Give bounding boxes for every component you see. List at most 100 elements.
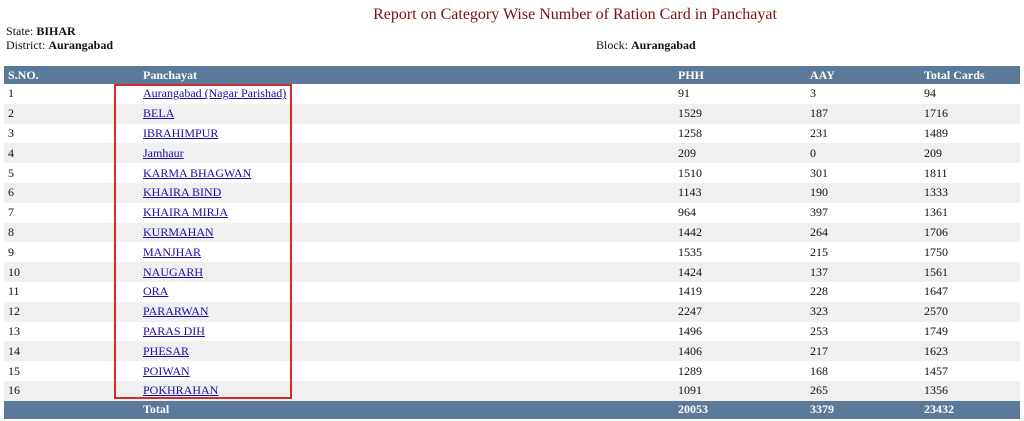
- row-sno: 8: [4, 222, 139, 243]
- row-panchayat-cell: MANJHAR: [139, 242, 674, 262]
- row-total-cards: 209: [920, 143, 1020, 164]
- row-aay: 0: [806, 143, 920, 164]
- row-phh: 209: [674, 143, 806, 164]
- district-label: District:: [6, 38, 46, 52]
- table-row: 4 Jamhaur 209 0 209: [4, 143, 1020, 164]
- row-total-cards: 1811: [924, 165, 948, 180]
- row-total-cards: 1333: [920, 182, 1020, 203]
- row-total-cards: 2570: [920, 301, 1020, 322]
- panchayat-link[interactable]: KURMAHAN: [143, 224, 214, 239]
- state-info: State: BIHAR: [6, 24, 76, 39]
- table-row: 15 POIWAN 1289 168 1457: [4, 361, 1020, 381]
- panchayat-link[interactable]: POIWAN: [143, 363, 190, 378]
- panchayat-link[interactable]: KHAIRA MIRJA: [143, 205, 229, 220]
- row-sno: 10: [4, 262, 139, 282]
- panchayat-link[interactable]: MANJHAR: [143, 244, 202, 259]
- header-total-cards: Total Cards: [920, 66, 1020, 84]
- row-panchayat-cell: PARAS DIH: [139, 322, 674, 342]
- row-panchayat-cell: KURMAHAN: [139, 222, 674, 243]
- panchayat-link[interactable]: BELA: [143, 106, 175, 121]
- row-phh: 1406: [674, 341, 806, 362]
- table-row: 13 PARAS DIH 1496 253 1749: [4, 322, 1020, 342]
- row-phh: 1424: [674, 262, 806, 282]
- row-sno: 15: [8, 363, 20, 378]
- panchayat-link[interactable]: ORA: [143, 284, 169, 299]
- table-row: 2 BELA 1529 187 1716: [4, 103, 1020, 124]
- table-row: 12 PARARWAN 2247 323 2570: [4, 301, 1020, 322]
- row-aay: 231: [810, 125, 828, 140]
- table-row: 5 KARMA BHAGWAN 1510 301 1811: [4, 163, 1020, 183]
- table-row: 6 KHAIRA BIND 1143 190 1333: [4, 182, 1020, 203]
- row-sno: 14: [4, 341, 139, 362]
- header-phh: PHH: [674, 66, 806, 84]
- row-panchayat-cell: KARMA BHAGWAN: [139, 163, 674, 183]
- row-total-cards: 1561: [920, 262, 1020, 282]
- table-row: 16 POKHRAHAN 1091 265 1356: [4, 380, 1020, 401]
- row-sno: 13: [8, 323, 20, 338]
- panchayat-link[interactable]: PARAS DIH: [143, 323, 205, 338]
- row-sno: 12: [4, 301, 139, 322]
- panchayat-link[interactable]: NAUGARH: [143, 264, 203, 279]
- row-sno: 5: [8, 165, 14, 180]
- panchayat-link[interactable]: Aurangabad (Nagar Parishad): [143, 86, 287, 101]
- header-aay: AAY: [806, 66, 920, 84]
- row-phh: 1258: [678, 125, 702, 140]
- row-total-cards: 1647: [924, 284, 948, 299]
- row-total-cards: 1623: [920, 341, 1020, 362]
- row-total-cards: 1706: [920, 222, 1020, 243]
- row-sno: 11: [8, 284, 20, 299]
- state-label: State:: [6, 24, 34, 38]
- row-sno: 9: [8, 244, 14, 259]
- row-phh: 1289: [678, 363, 702, 378]
- row-panchayat-cell: IBRAHIMPUR: [139, 124, 674, 144]
- row-phh: 964: [678, 205, 696, 220]
- row-aay: 397: [810, 205, 828, 220]
- row-phh: 1529: [674, 103, 806, 124]
- row-total-cards: 1361: [924, 205, 948, 220]
- row-phh: 1143: [674, 182, 806, 203]
- row-phh: 91: [678, 86, 690, 101]
- panchayat-link[interactable]: KHAIRA BIND: [143, 185, 222, 200]
- row-aay: 323: [806, 301, 920, 322]
- row-sno: 16: [4, 380, 139, 401]
- footer-total-cards: 23432: [920, 400, 1020, 419]
- row-phh: 1442: [674, 222, 806, 243]
- block-value: Aurangabad: [631, 38, 696, 52]
- panchayat-link[interactable]: PARARWAN: [143, 304, 209, 319]
- row-aay: 264: [806, 222, 920, 243]
- row-aay: 228: [810, 284, 828, 299]
- row-total-cards: 1749: [924, 323, 948, 338]
- row-panchayat-cell: BELA: [139, 103, 674, 124]
- panchayat-link[interactable]: IBRAHIMPUR: [143, 125, 219, 140]
- row-phh: 2247: [674, 301, 806, 322]
- footer-aay: 3379: [806, 400, 920, 419]
- row-panchayat-cell: POKHRAHAN: [139, 380, 674, 401]
- row-panchayat-cell: POIWAN: [139, 361, 674, 381]
- table-row: 3 IBRAHIMPUR 1258 231 1489: [4, 124, 1020, 144]
- row-sno: 4: [4, 143, 139, 164]
- district-info: District: Aurangabad: [6, 38, 113, 53]
- row-panchayat-cell: ORA: [139, 282, 674, 302]
- page-title: Report on Category Wise Number of Ration…: [373, 6, 777, 23]
- table-footer-row: Total 20053 3379 23432: [4, 400, 1020, 419]
- footer-sno: [4, 400, 139, 419]
- row-panchayat-cell: Jamhaur: [139, 143, 674, 164]
- row-aay: 187: [806, 103, 920, 124]
- row-aay: 168: [810, 363, 828, 378]
- table-header-row: S.NO. Panchayat PHH AAY Total Cards: [4, 66, 1020, 84]
- row-panchayat-cell: KHAIRA MIRJA: [139, 203, 674, 223]
- panchayat-link[interactable]: Jamhaur: [143, 145, 184, 160]
- panchayat-link[interactable]: PHESAR: [143, 343, 190, 358]
- table-row: 1 Aurangabad (Nagar Parishad) 91 3 94: [4, 84, 1020, 104]
- panchayat-link[interactable]: KARMA BHAGWAN: [143, 165, 252, 180]
- state-value: BIHAR: [36, 24, 76, 38]
- table-row: 11 ORA 1419 228 1647: [4, 282, 1020, 302]
- row-phh: 1535: [678, 244, 702, 259]
- table-row: 14 PHESAR 1406 217 1623: [4, 341, 1020, 362]
- row-panchayat-cell: Aurangabad (Nagar Parishad): [139, 84, 674, 104]
- panchayat-link[interactable]: POKHRAHAN: [143, 383, 219, 398]
- row-total-cards: 1457: [924, 363, 948, 378]
- row-panchayat-cell: PHESAR: [139, 341, 674, 362]
- row-total-cards: 1716: [920, 103, 1020, 124]
- row-panchayat-cell: PARARWAN: [139, 301, 674, 322]
